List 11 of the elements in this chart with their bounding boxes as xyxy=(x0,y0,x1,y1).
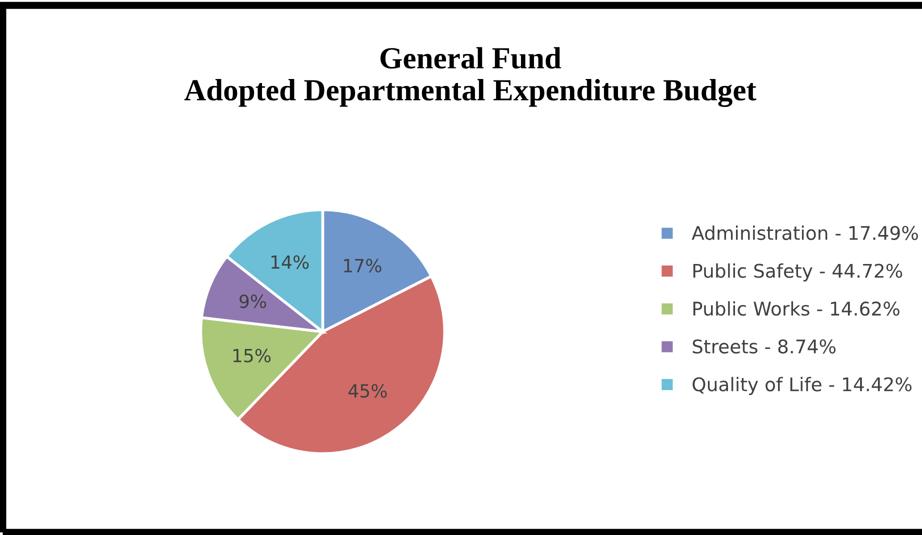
legend-label: Public Works - 14.62% xyxy=(693,301,900,316)
legend-label: Streets - 8.74% xyxy=(692,339,836,354)
chart-title: General Fund Adopted Departmental Expenditure Budget xyxy=(184,47,756,107)
data-label: 45% xyxy=(348,384,387,398)
legend-label: Administration - 17.49% xyxy=(692,226,918,240)
legend-label: Public Safety - 44.72% xyxy=(693,263,902,282)
legend-label: Quality of Life - 14.42% xyxy=(692,376,912,396)
data-label: 9% xyxy=(240,294,266,308)
data-label: 15% xyxy=(233,348,271,362)
data-label: 17% xyxy=(344,258,382,272)
data-label: 14% xyxy=(272,255,309,269)
